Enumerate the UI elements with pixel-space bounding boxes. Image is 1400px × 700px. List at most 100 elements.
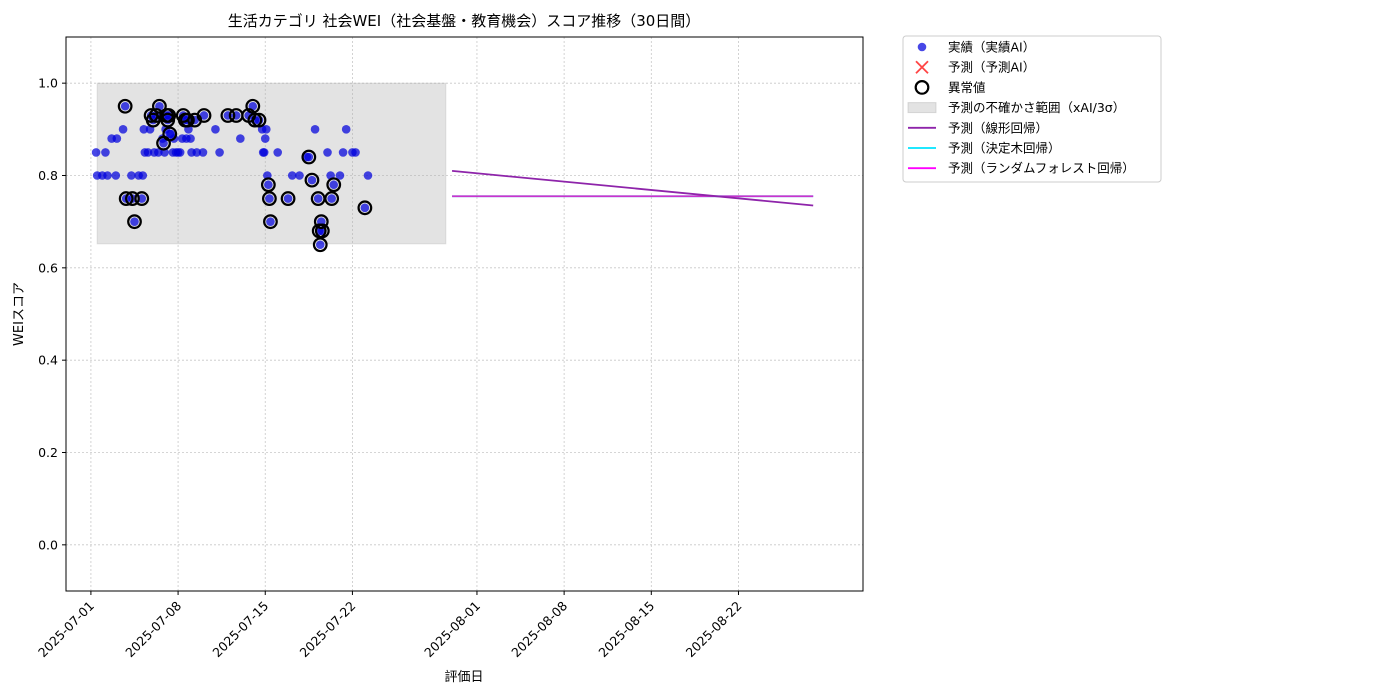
y-tick-label: 0.6	[38, 260, 58, 275]
actual-data-point	[127, 171, 136, 180]
actual-data-point	[341, 125, 351, 134]
actual-data-point	[327, 194, 336, 203]
anomaly-marker	[196, 108, 212, 123]
y-tick-label: 0.2	[38, 445, 58, 460]
anomaly-marker	[301, 149, 317, 165]
actual-data-point	[329, 180, 339, 190]
actual-data-point	[198, 148, 208, 157]
actual-data-point	[265, 194, 274, 203]
actual-data-point	[186, 134, 195, 143]
legend-anomaly-marker	[914, 79, 930, 95]
legend-actual-marker	[917, 42, 927, 52]
anomaly-marker	[263, 214, 278, 230]
legend-label-forest: 予測（ランダムフォレスト回帰）	[948, 161, 1135, 176]
y-tick-label: 0.0	[38, 537, 58, 552]
anomaly-marker	[245, 98, 261, 114]
x-tick-label: 2025-07-15	[209, 598, 271, 660]
plot-frame	[65, 36, 864, 592]
actual-data-point	[236, 134, 245, 143]
anomaly-marker	[304, 172, 320, 188]
actual-data-point	[199, 111, 209, 120]
anomaly-marker	[134, 191, 150, 206]
y-tick-label: 0.4	[38, 353, 58, 368]
actual-data-point	[363, 171, 373, 180]
x-tick-label: 2025-07-08	[122, 598, 184, 660]
actual-data-point	[283, 194, 293, 203]
actual-data-point	[101, 148, 110, 157]
anomaly-marker	[127, 214, 142, 230]
actual-data-point	[139, 125, 149, 134]
legend-label-band: 予測の不確かさ範囲（xAI/3σ）	[948, 100, 1125, 115]
actual-data-point	[211, 125, 220, 134]
legend-label-forecast: 予測（予測AI）	[948, 60, 1035, 75]
anomaly-marker	[247, 112, 263, 128]
actual-data-point	[360, 203, 370, 213]
actual-data-point	[215, 148, 224, 157]
anomaly-marker	[312, 237, 328, 253]
chart-title: 生活カテゴリ 社会WEI（社会基盤・教育機会）スコア推移（30日間）	[228, 12, 701, 30]
x-tick-label: 2025-07-22	[297, 598, 359, 660]
anomaly-marker	[180, 112, 195, 128]
actual-data-point	[315, 240, 325, 250]
actual-data-point	[259, 148, 269, 157]
anomaly-marker	[220, 108, 236, 123]
legend-label-actual: 実績（実績AI）	[948, 40, 1035, 55]
actual-data-point	[138, 171, 148, 180]
legend-label-anomaly: 異常値	[948, 80, 986, 95]
anomaly-marker	[324, 191, 340, 206]
x-tick-label: 2025-08-08	[508, 598, 570, 660]
actual-data-point	[323, 148, 332, 157]
anomaly-marker	[313, 214, 329, 230]
legend-label-tree: 予測（決定木回帰）	[948, 141, 1061, 156]
actual-data-point	[137, 194, 147, 203]
actual-data-point	[143, 148, 153, 157]
anomaly-marker	[357, 200, 373, 216]
regression-line-linear	[451, 169, 814, 207]
anomaly-marker	[260, 177, 276, 193]
x-axis-label: 評価日	[444, 670, 483, 685]
actual-data-point	[154, 148, 163, 157]
actual-data-point	[261, 125, 271, 134]
actual-data-point	[307, 175, 317, 185]
actual-data-point	[112, 134, 122, 143]
anomaly-marker	[151, 98, 167, 114]
anomaly-marker	[117, 98, 133, 114]
actual-data-point	[120, 101, 130, 111]
actual-data-point	[310, 125, 320, 134]
anomaly-marker	[161, 108, 177, 123]
actual-data-point	[159, 138, 168, 148]
actual-data-point	[335, 171, 345, 180]
actual-data-point	[304, 152, 314, 162]
actual-data-point	[175, 148, 185, 157]
y-tick-label: 0.8	[38, 168, 58, 183]
anomaly-marker	[162, 126, 178, 142]
actual-data-point	[91, 148, 101, 157]
actual-data-point	[266, 217, 275, 226]
y-tick-label: 1.0	[38, 76, 58, 91]
actual-data-point	[287, 171, 297, 180]
actual-data-point	[351, 148, 360, 157]
actual-data-point	[313, 194, 323, 203]
x-tick-label: 2025-07-01	[35, 598, 97, 660]
x-tick-label: 2025-08-01	[421, 598, 483, 660]
anomaly-marker	[326, 177, 342, 193]
actual-data-point	[103, 171, 112, 180]
legend-band-swatch	[907, 102, 937, 114]
actual-data-point	[111, 171, 121, 180]
legend-forecast-marker	[915, 60, 929, 74]
legend-label-linear: 予測（線形回帰）	[948, 120, 1048, 135]
anomaly-marker	[251, 112, 267, 128]
actual-data-point	[273, 148, 283, 157]
actual-data-point	[130, 217, 139, 226]
anomaly-marker	[125, 191, 140, 206]
anomaly-marker	[118, 191, 134, 206]
actual-data-point	[118, 125, 128, 134]
x-tick-label: 2025-08-22	[683, 598, 745, 660]
anomaly-marker	[262, 191, 277, 206]
x-tick-label: 2025-08-15	[595, 598, 657, 660]
actual-data-point	[192, 148, 202, 157]
actual-data-point	[264, 180, 273, 190]
plot-area: 0.0 0.2 0.4 0.6 0.8 1.0 2025-07-01 2025-07-08 20…	[35, 36, 864, 660]
